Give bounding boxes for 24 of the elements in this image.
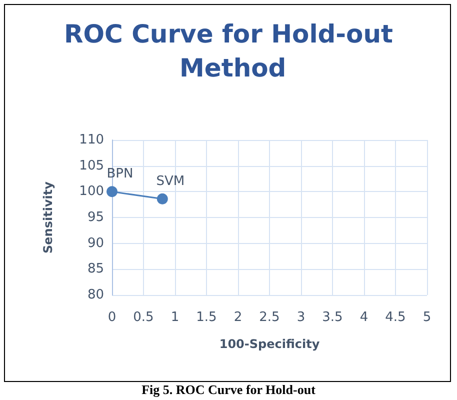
annotation: SVM (156, 174, 185, 189)
x-tick-label: 1 (170, 310, 180, 325)
y-tick-label: 110 (79, 132, 104, 148)
x-tick-label: 4 (360, 310, 368, 325)
y-tick-label: 80 (87, 288, 104, 302)
y-tick-label: 85 (87, 262, 104, 277)
x-tick-label: 1.5 (196, 310, 217, 325)
y-tick-label: 100 (79, 184, 104, 200)
x-tick-label: 3.5 (322, 310, 343, 325)
x-tick-label: 5 (422, 310, 432, 325)
caption: Fig 5. ROC Curve for Hold-out (140, 382, 316, 398)
annotation: BPN (106, 166, 134, 182)
chart-title: ROC Curve for Hold-out Method (64, 20, 394, 82)
y-tick-label: 90 (87, 236, 104, 251)
x-tick-label: 4.5 (385, 310, 406, 325)
x-tick-label: 0 (108, 310, 116, 325)
x-tick-label: 0.5 (133, 310, 154, 325)
x-tick-label: 2.5 (259, 310, 280, 325)
y-tick-label: 105 (79, 158, 104, 174)
y-tick-label: 95 (87, 210, 104, 225)
x-axis-title: 100-Specificity (219, 337, 320, 351)
x-tick-label: 2 (234, 310, 242, 325)
y-axis-title: Sensitivity (41, 181, 55, 254)
x-tick-label: 3 (296, 310, 306, 325)
